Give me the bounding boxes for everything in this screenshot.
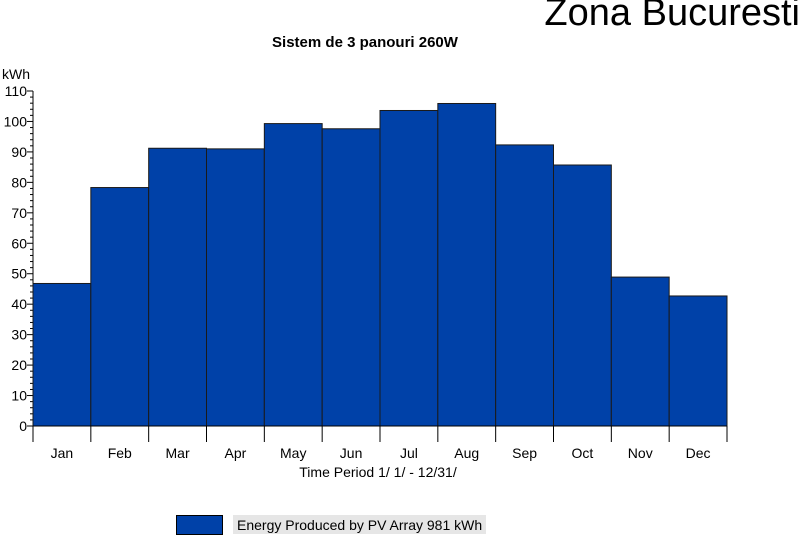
legend-swatch [176,515,223,535]
chart-title: Sistem de 3 panouri 260W [272,34,458,51]
bar-oct [553,164,612,427]
y-tick-label: 80 [11,174,27,190]
y-tick-label: 0 [19,418,27,434]
x-tick-label: Sep [512,445,537,461]
bar-mar [148,147,208,427]
y-tick-label: 110 [5,83,28,99]
y-axis-unit-label: kWh [2,66,30,82]
bars-group [32,102,728,427]
bar-nov [610,276,670,427]
bar-apr [206,148,265,427]
x-tick-label: Feb [108,445,132,461]
y-tick-label: 90 [11,144,27,160]
x-tick-label: Aug [454,445,479,461]
bar-jun [321,128,381,427]
legend-label: Energy Produced by PV Array 981 kWh [233,515,487,534]
bar-chart: kWh 0 10 20 30 40 50 60 70 80 90 100 110 Jan Feb Mar A… [2,66,728,480]
x-tick-label: May [280,445,306,461]
y-tick-label: 30 [11,327,27,343]
y-tick-label: 60 [11,235,27,251]
x-axis: Jan Feb Mar Apr May Jun Jul Aug Sep Oct Nov Dec [32,425,728,461]
y-tick-label: 40 [11,296,27,312]
x-tick-label: Nov [628,445,653,461]
bar-feb [90,187,150,427]
zone-title: Zona Bucuresti [544,0,800,34]
y-tick-label: 100 [4,113,28,129]
legend: Energy Produced by PV Array 981 kWh [176,515,487,535]
x-tick-label: Jun [340,445,363,461]
y-tick-label: 10 [11,388,27,404]
bar-sep [495,144,554,427]
x-tick-label: Dec [686,445,711,461]
bar-jan [32,282,92,427]
bar-dec [668,295,728,427]
x-axis-label: Time Period 1/ 1/ - 12/31/ [299,464,457,480]
x-tick-label: Apr [225,445,247,461]
x-tick-label: Mar [166,445,190,461]
y-tick-label: 20 [11,357,27,373]
bar-aug [437,102,497,427]
x-tick-label: Oct [572,445,594,461]
y-tick-label: 50 [11,266,27,282]
x-tick-label: Jul [400,445,418,461]
x-tick-label: Jan [51,445,74,461]
bar-jul [379,109,439,427]
y-axis: 0 10 20 30 40 50 60 70 80 90 100 110 [4,83,34,434]
y-tick-label: 70 [11,205,27,221]
bar-may [263,123,323,427]
